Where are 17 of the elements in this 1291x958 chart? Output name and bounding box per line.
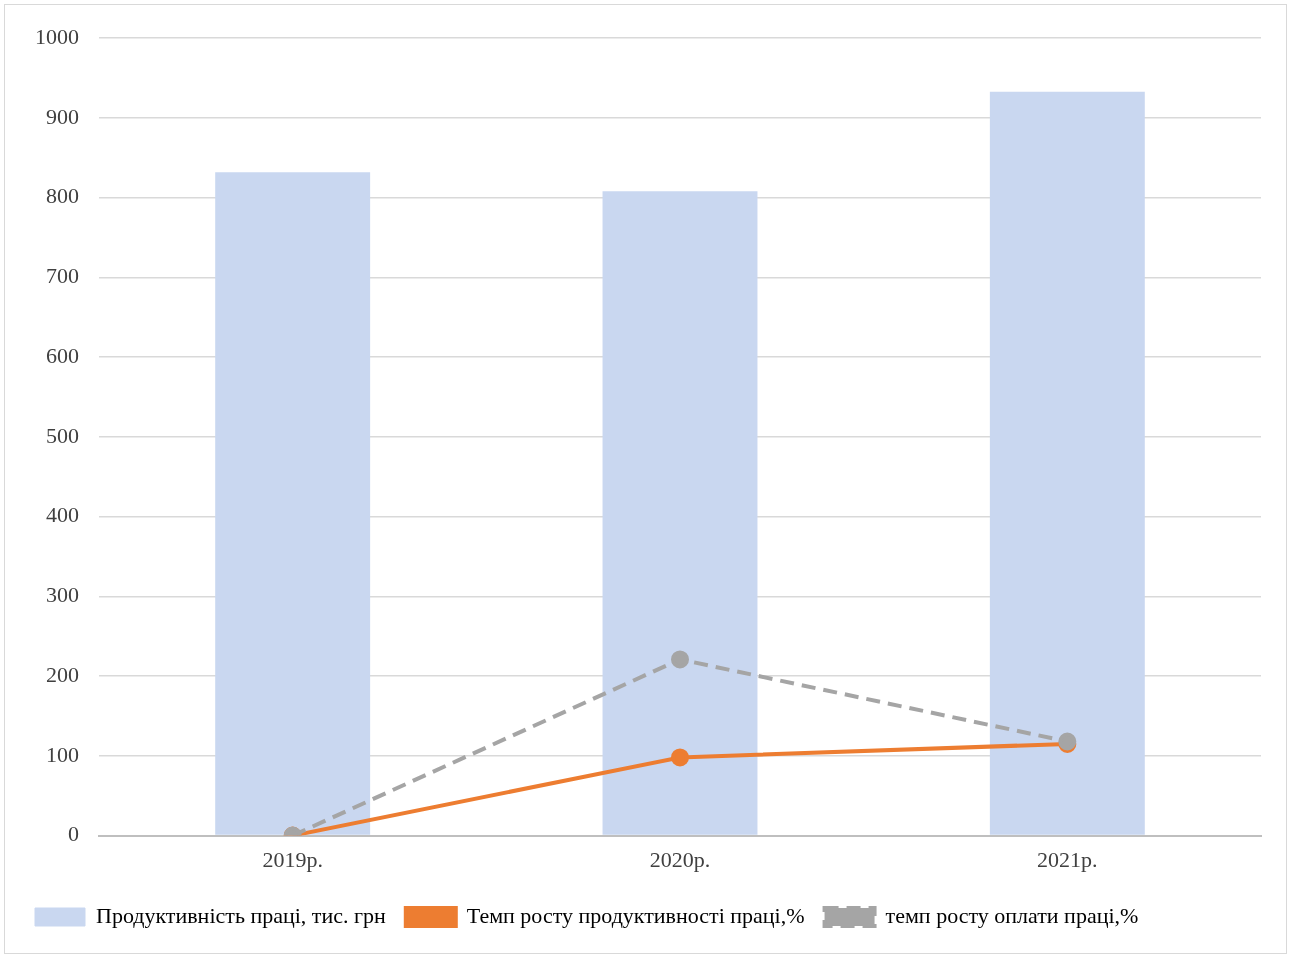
y-tick-label: 300: [46, 582, 79, 608]
y-tick-label: 800: [46, 183, 79, 209]
legend-label: Темп росту продуктивності праці,%: [466, 902, 805, 928]
y-tick-label: 500: [46, 422, 79, 448]
legend-label: Продуктивність праці, тис. грн: [96, 902, 387, 928]
y-tick-label: 400: [46, 502, 79, 528]
y-tick-label: 100: [46, 741, 79, 767]
y-tick-label: 700: [46, 263, 79, 289]
legend-label: темп росту оплати праці,%: [885, 902, 1139, 928]
y-tick-label: 0: [68, 821, 79, 847]
y-tick-label: 900: [46, 103, 79, 129]
x-tick-label: 2021р.: [1037, 846, 1098, 872]
x-tick-label: 2020р.: [649, 846, 711, 872]
x-tick-label: 2019р.: [262, 846, 323, 872]
y-tick-label: 1000: [35, 23, 79, 49]
y-tick-label: 600: [46, 342, 79, 368]
y-tick-label: 200: [46, 661, 79, 687]
